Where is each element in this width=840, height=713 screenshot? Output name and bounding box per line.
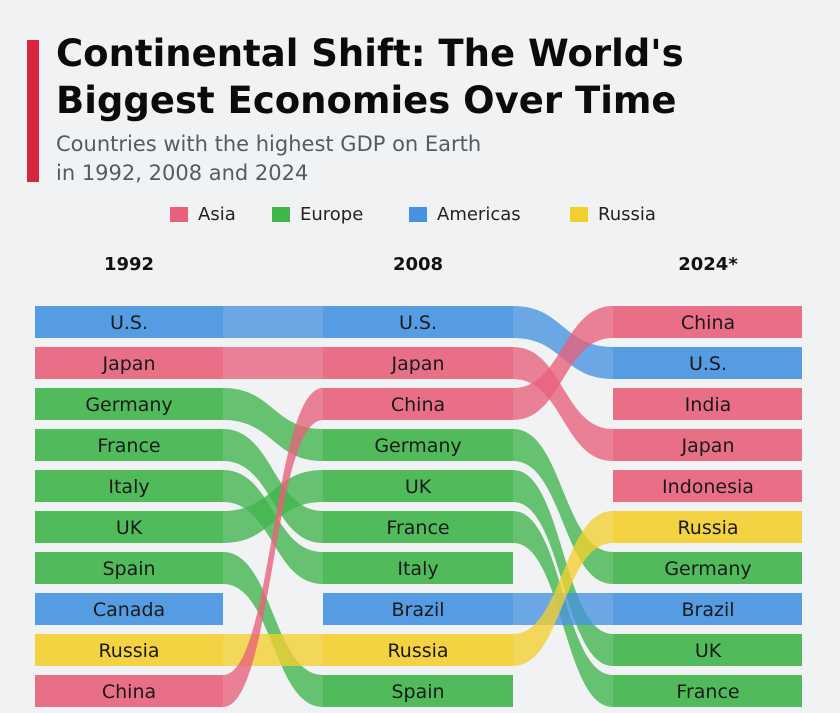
bump-chart: U.S. Japan Germany France Italy UK Spain Canada… bbox=[35, 254, 802, 707]
chart-subtitle: Countries with the highest GDP on Earth … bbox=[56, 132, 482, 185]
label-us-1992: U.S. bbox=[110, 312, 148, 334]
label-russia-2008: Russia bbox=[387, 640, 448, 662]
bar-us-2008 bbox=[323, 306, 513, 338]
label-japan-2008: Japan bbox=[391, 353, 445, 375]
label-germany-2024: Germany bbox=[664, 558, 751, 580]
legend-item-asia: Asia bbox=[170, 201, 236, 227]
label-uk-1992: UK bbox=[116, 517, 143, 539]
bar-france-2008 bbox=[323, 511, 513, 543]
bar-germany-1992 bbox=[35, 388, 223, 420]
legend-label-europe: Europe bbox=[300, 203, 364, 225]
label-spain-2008: Spain bbox=[391, 681, 444, 703]
legend-swatch-europe bbox=[272, 206, 290, 222]
flow-france-1992-2008 bbox=[223, 429, 323, 543]
bar-germany-2024 bbox=[613, 552, 802, 584]
flow-russia-2008-2024 bbox=[513, 511, 613, 666]
label-canada-1992: Canada bbox=[93, 599, 165, 621]
label-india-2024: India bbox=[685, 394, 732, 416]
label-uk-2024: UK bbox=[695, 640, 722, 662]
bar-uk-2024 bbox=[613, 634, 802, 666]
label-italy-2008: Italy bbox=[397, 558, 438, 580]
legend-swatch-russia bbox=[570, 206, 588, 222]
bar-france-1992 bbox=[35, 429, 223, 461]
bar-japan-2024 bbox=[613, 429, 802, 461]
bar-india-2024 bbox=[613, 388, 802, 420]
label-china-2024: China bbox=[681, 312, 735, 334]
bar-uk-1992 bbox=[35, 511, 223, 543]
bar-france-2024 bbox=[613, 675, 802, 707]
label-france-1992: France bbox=[97, 435, 160, 457]
flow-china-1992-2008 bbox=[223, 388, 323, 707]
year-label-2024: 2024* bbox=[678, 254, 738, 275]
flow-brazil-2008-2024 bbox=[513, 593, 613, 625]
bar-japan-1992 bbox=[35, 347, 223, 379]
label-china-1992: China bbox=[102, 681, 156, 703]
legend: Asia Europe Americas Russia bbox=[0, 201, 840, 227]
legend-item-americas: Americas bbox=[409, 201, 521, 227]
year-label-2008: 2008 bbox=[393, 254, 443, 275]
accent-bar bbox=[27, 40, 39, 182]
bar-us-1992 bbox=[35, 306, 223, 338]
bar-china-2008 bbox=[323, 388, 513, 420]
label-italy-1992: Italy bbox=[108, 476, 149, 498]
flow-uk-1992-2008 bbox=[223, 470, 323, 543]
years-layer: 1992 2008 2024* bbox=[104, 254, 738, 275]
flow-us-2008-2024 bbox=[513, 306, 613, 379]
label-germany-2008: Germany bbox=[374, 435, 461, 457]
label-russia-2024: Russia bbox=[677, 517, 738, 539]
label-us-2008: U.S. bbox=[399, 312, 437, 334]
legend-label-americas: Americas bbox=[437, 203, 521, 225]
label-brazil-2008: Brazil bbox=[391, 599, 444, 621]
bar-italy-2008 bbox=[323, 552, 513, 584]
nodes-layer: U.S. Japan Germany France Italy UK Spain Canada… bbox=[35, 306, 802, 707]
bar-japan-2008 bbox=[323, 347, 513, 379]
flow-china-2008-2024 bbox=[513, 306, 613, 420]
bar-canada-1992 bbox=[35, 593, 223, 625]
bar-china-1992 bbox=[35, 675, 223, 707]
legend-label-asia: Asia bbox=[198, 203, 236, 225]
flow-russia-1992-2008 bbox=[223, 634, 323, 666]
legend-item-russia: Russia bbox=[570, 201, 656, 227]
flow-us-1992-2008 bbox=[223, 306, 323, 338]
bar-spain-1992 bbox=[35, 552, 223, 584]
bar-spain-2008 bbox=[323, 675, 513, 707]
legend-swatch-asia bbox=[170, 206, 188, 222]
bar-china-2024 bbox=[613, 306, 802, 338]
legend-item-europe: Europe bbox=[272, 201, 363, 227]
bar-brazil-2008 bbox=[323, 593, 513, 625]
flows-layer bbox=[223, 306, 613, 707]
label-china-2008: China bbox=[391, 394, 445, 416]
bar-indonesia-2024 bbox=[613, 470, 802, 502]
legend-label-russia: Russia bbox=[598, 203, 656, 225]
label-brazil-2024: Brazil bbox=[681, 599, 734, 621]
label-indonesia-2024: Indonesia bbox=[662, 476, 754, 498]
label-us-2024: U.S. bbox=[689, 353, 727, 375]
bar-russia-1992 bbox=[35, 634, 223, 666]
bar-russia-2024 bbox=[613, 511, 802, 543]
bar-brazil-2024 bbox=[613, 593, 802, 625]
flow-japan-1992-2008 bbox=[223, 347, 323, 379]
label-france-2024: France bbox=[676, 681, 739, 703]
label-germany-1992: Germany bbox=[85, 394, 172, 416]
legend-swatch-americas bbox=[409, 206, 427, 222]
label-japan-2024: Japan bbox=[681, 435, 735, 457]
label-uk-2008: UK bbox=[405, 476, 432, 498]
bar-russia-2008 bbox=[323, 634, 513, 666]
label-russia-1992: Russia bbox=[98, 640, 159, 662]
label-spain-1992: Spain bbox=[102, 558, 155, 580]
bar-germany-2008 bbox=[323, 429, 513, 461]
bar-us-2024 bbox=[613, 347, 802, 379]
flow-japan-2008-2024 bbox=[513, 347, 613, 461]
chart-title: Continental Shift: The World's Biggest E… bbox=[56, 32, 684, 122]
bar-italy-1992 bbox=[35, 470, 223, 502]
flow-spain-1992-2008 bbox=[223, 552, 323, 707]
bar-uk-2008 bbox=[323, 470, 513, 502]
flow-italy-1992-2008 bbox=[223, 470, 323, 584]
year-label-1992: 1992 bbox=[104, 254, 154, 275]
label-japan-1992: Japan bbox=[102, 353, 156, 375]
label-france-2008: France bbox=[386, 517, 449, 539]
